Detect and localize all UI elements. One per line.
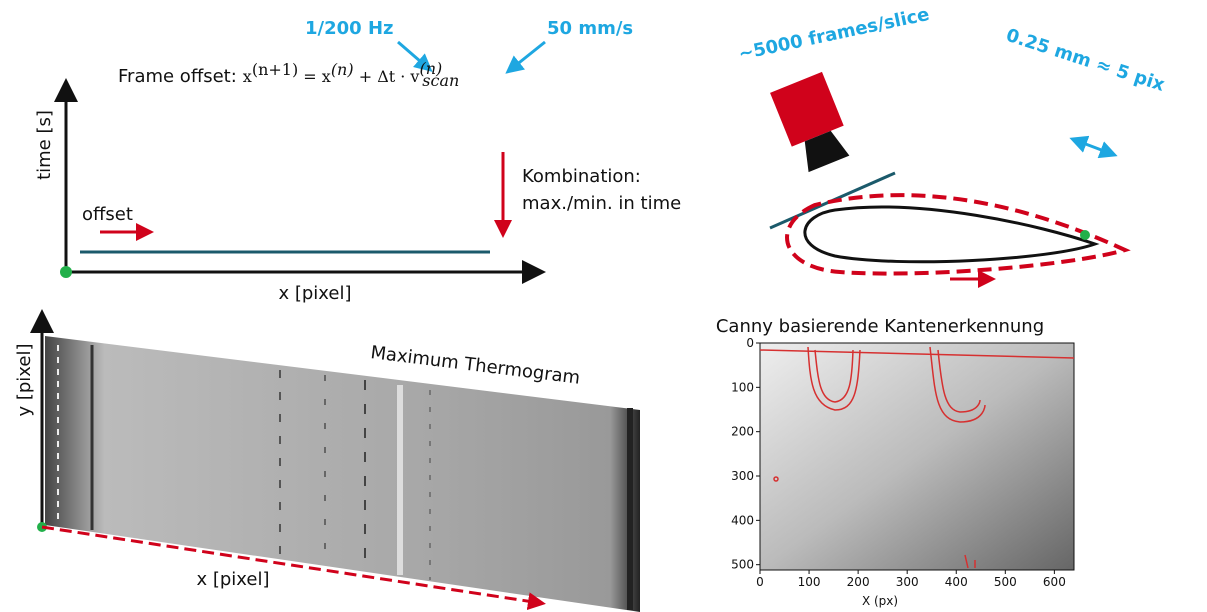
y-tick-label: 300 (731, 469, 754, 483)
arrow (505, 40, 546, 74)
x-tick-label: 400 (945, 575, 968, 589)
y-tick-label: 100 (731, 380, 754, 394)
arrow (397, 40, 433, 72)
y-tick-label: 400 (731, 513, 754, 527)
thermogram-texture (57, 345, 633, 610)
x-tick-label: 200 (847, 575, 870, 589)
x-tick-label: 500 (994, 575, 1017, 589)
x-tick-label: 600 (1043, 575, 1066, 589)
combination: max./min. in time (522, 193, 681, 214)
arrow (1069, 135, 1118, 159)
frames-label: ~5000 frames/slice (737, 4, 932, 65)
x-label: x [pixel] (278, 283, 351, 304)
formula: Frame offset: x(n+1) = x(n) + Δt · v(n) sc… (118, 59, 459, 90)
scan-path (785, 193, 1131, 276)
edges (759, 346, 1075, 569)
y-label: time [s] (34, 110, 55, 180)
resolution-label: 0.25 mm ≈ 5 pix (1003, 25, 1167, 96)
canny-title: Canny basierende Kantenerkennung (716, 316, 1044, 337)
offset-label: offset (82, 204, 133, 225)
airfoil (803, 205, 1100, 264)
y-tick-label: 500 (731, 558, 754, 572)
canny-image (759, 342, 1075, 571)
x-tick-label: 100 (798, 575, 821, 589)
x-tick-label: 300 (896, 575, 919, 589)
scan-direction (41, 525, 546, 611)
x-tick-label: 0 (756, 575, 764, 589)
origin (60, 266, 72, 278)
x-label: x [pixel] (196, 569, 269, 590)
start-point (1080, 230, 1090, 240)
camera-icon (770, 71, 850, 173)
y-label: y [pixel] (14, 343, 35, 416)
rate-label: 1/200 Hz (305, 18, 393, 39)
y-tick-label: 0 (746, 336, 754, 350)
speed-label: 50 mm/s (547, 18, 633, 39)
y-tick-label: 200 (731, 425, 754, 439)
x-label: X (px) (862, 594, 898, 608)
combination: Kombination: (522, 166, 641, 187)
thermogram-image (45, 336, 640, 612)
